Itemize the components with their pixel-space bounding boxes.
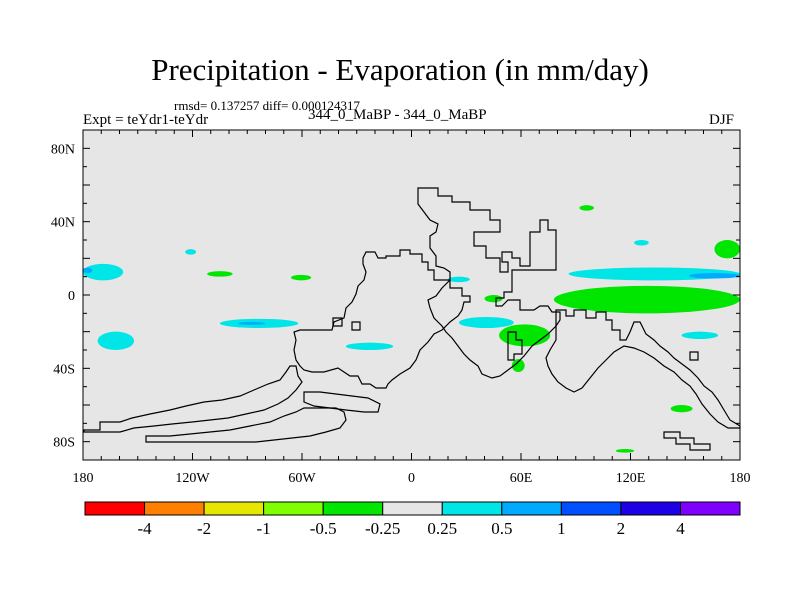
colorbar-label: 2 bbox=[617, 519, 626, 538]
coastline-island-a bbox=[332, 317, 343, 327]
colorbar-swatch bbox=[263, 501, 324, 516]
season-label: DJF bbox=[709, 112, 735, 128]
experiment-label: Expt = teYdr1-teYdr bbox=[83, 112, 209, 128]
colorbar-swatch bbox=[441, 501, 503, 516]
anomaly-region-22 bbox=[615, 449, 635, 453]
anomaly-region-7 bbox=[291, 274, 312, 281]
colorbar-swatch bbox=[203, 501, 265, 516]
anomaly-region-20 bbox=[634, 240, 649, 246]
coastline-antarctic-band-3 bbox=[303, 391, 381, 413]
colorbar-swatch bbox=[144, 501, 205, 516]
colorbar-label: 4 bbox=[676, 519, 685, 538]
x-tick-label: 120W bbox=[175, 471, 210, 486]
colorbar-swatch bbox=[501, 501, 562, 516]
y-tick-label: 80N bbox=[51, 142, 75, 157]
anomaly-region-4 bbox=[97, 331, 135, 351]
anomaly-region-12 bbox=[458, 317, 514, 328]
x-tick-label: 0 bbox=[408, 471, 415, 486]
y-tick-label: 80S bbox=[53, 436, 75, 451]
x-tick-label: 180 bbox=[730, 471, 751, 486]
anomaly-region-1 bbox=[83, 267, 93, 273]
colorbar-label: 1 bbox=[557, 519, 566, 538]
anomaly-region-13 bbox=[511, 359, 525, 373]
coastline-antarctic-band-2 bbox=[145, 407, 347, 443]
anomaly-region-6 bbox=[207, 271, 233, 277]
anomaly-region-10 bbox=[484, 295, 503, 303]
anomaly-region-5 bbox=[185, 249, 197, 255]
colorbar-label: -4 bbox=[137, 519, 152, 538]
y-tick-label: 40S bbox=[53, 362, 75, 377]
anomaly-region-8 bbox=[345, 342, 394, 351]
colorbar-label: 0.5 bbox=[491, 519, 512, 538]
x-axis-ticks: 180 120W 60W 0 60E 120E 180 bbox=[73, 130, 751, 486]
coastline-madagascar bbox=[507, 331, 523, 361]
colorbar-swatch bbox=[84, 501, 146, 516]
colorbar-label: -1 bbox=[257, 519, 271, 538]
anomaly-region-21 bbox=[670, 405, 693, 413]
coastline-island-b bbox=[351, 321, 361, 331]
coastline-south-america bbox=[293, 249, 471, 389]
model-comparison-label: 344_0_MaBP - 344_0_MaBP bbox=[308, 107, 487, 123]
colorbar-label: -0.5 bbox=[310, 519, 337, 538]
y-tick-label: 40N bbox=[51, 216, 75, 231]
anomaly-region-16 bbox=[688, 273, 740, 279]
coastline-asia-south bbox=[545, 309, 741, 429]
anomaly-region-18 bbox=[681, 331, 719, 340]
x-tick-label: 60E bbox=[510, 471, 533, 486]
anomaly-region-0 bbox=[83, 263, 124, 281]
x-tick-label: 120E bbox=[616, 471, 646, 486]
colorbar-labels: -4 -2 -1 -0.5 -0.25 0.25 0.5 1 2 4 bbox=[137, 519, 685, 538]
anomaly-region-17 bbox=[714, 240, 740, 259]
anomaly-region-14 bbox=[553, 285, 740, 314]
colorbar bbox=[84, 501, 741, 516]
coastlines bbox=[83, 187, 741, 451]
anomaly-region-19 bbox=[579, 205, 594, 211]
coastline-new-zealand bbox=[663, 431, 711, 451]
x-tick-label: 60W bbox=[288, 471, 316, 486]
anomaly-region-3 bbox=[238, 321, 266, 325]
y-tick-label: 0 bbox=[68, 289, 75, 304]
colorbar-swatch bbox=[322, 501, 384, 516]
anomaly-regions bbox=[83, 205, 740, 453]
colorbar-label: -0.25 bbox=[365, 519, 400, 538]
coastline-antarctic-band-1 bbox=[83, 365, 303, 433]
y-axis-ticks: 80N 40N 0 40S 80S bbox=[51, 129, 740, 461]
colorbar-swatch bbox=[560, 501, 622, 516]
x-tick-label: 180 bbox=[73, 471, 94, 486]
colorbar-swatch bbox=[620, 501, 681, 516]
colorbar-swatch bbox=[382, 501, 443, 516]
chart-title: Precipitation - Evaporation (in mm/day) bbox=[151, 52, 649, 87]
anomaly-region-9 bbox=[448, 276, 470, 283]
coastline-africa bbox=[417, 187, 561, 379]
colorbar-swatch bbox=[679, 501, 741, 516]
anomaly-region-11 bbox=[499, 324, 551, 347]
coastline-australia bbox=[689, 351, 699, 361]
rmsd-diff-label: rmsd= 0.137257 diff= 0.000124317 bbox=[174, 98, 360, 113]
colorbar-label: 0.25 bbox=[427, 519, 457, 538]
colorbar-label: -2 bbox=[197, 519, 211, 538]
